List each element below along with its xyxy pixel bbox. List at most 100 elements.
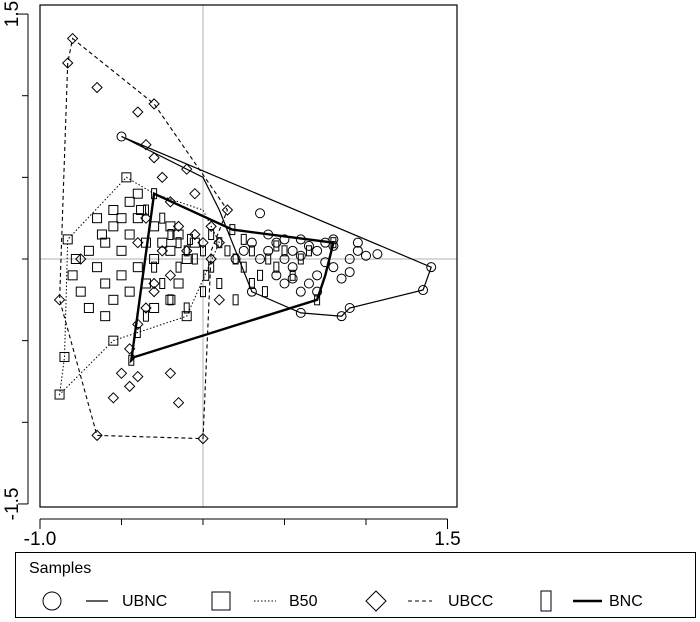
legend-item-ubcc: [365, 590, 432, 612]
point-ubnc: [279, 234, 290, 245]
hull-ubnc: [121, 135, 432, 317]
point-ubcc: [140, 138, 152, 151]
point-b50: [157, 237, 168, 248]
point-ubnc: [246, 237, 257, 248]
point-ubnc: [352, 237, 363, 248]
legend: Samples UBNC B50 UBCC BNC: [15, 552, 696, 618]
point-b50: [100, 237, 111, 248]
point-ubcc: [132, 370, 144, 383]
point-ubcc: [197, 432, 209, 445]
series-points: [53, 32, 437, 445]
series-ubcc: [53, 32, 234, 445]
legend-label-bnc: BNC: [609, 593, 643, 610]
point-ubnc: [320, 257, 331, 268]
hull-ubcc: [59, 37, 229, 440]
legend-symbols: [42, 590, 602, 612]
point-ubcc: [156, 245, 168, 257]
point-bnc: [186, 233, 193, 245]
point-ubcc: [91, 429, 103, 442]
point-bnc: [232, 294, 239, 306]
point-bnc: [200, 245, 206, 257]
axes: [18, 4, 458, 529]
point-b50: [108, 335, 119, 346]
point-b50: [100, 278, 111, 289]
point-b50: [149, 302, 160, 313]
legend-item-b50: [211, 591, 276, 611]
point-ubcc: [156, 171, 168, 184]
point-b50: [165, 221, 176, 232]
point-ubcc: [53, 294, 66, 306]
point-ubnc: [344, 267, 355, 278]
point-ubnc: [279, 278, 290, 289]
point-b50: [59, 351, 70, 362]
point-b50: [67, 270, 78, 281]
point-bnc: [216, 237, 223, 249]
point-ubnc: [279, 254, 290, 264]
point-ubcc: [221, 204, 234, 216]
point-bnc: [159, 277, 166, 289]
tick-labels: -1.0 1.5 1.5 -1.5: [2, 1, 461, 550]
point-ubnc: [255, 208, 266, 219]
point-b50: [136, 205, 147, 216]
point-ubnc: [263, 245, 274, 256]
point-b50: [149, 254, 160, 264]
point-ubcc: [189, 228, 201, 241]
point-b50: [132, 213, 143, 224]
point-ubcc: [197, 236, 209, 249]
point-ubcc: [148, 98, 160, 110]
point-b50: [75, 286, 86, 297]
point-bnc: [281, 245, 288, 257]
point-ubnc: [328, 234, 339, 245]
point-ubcc: [62, 57, 74, 69]
point-ubnc: [344, 254, 355, 264]
point-bnc: [183, 245, 190, 257]
legend-label-ubcc: UBCC: [448, 593, 494, 610]
point-bnc: [224, 245, 231, 257]
point-ubnc: [352, 245, 363, 256]
point-bnc: [297, 253, 304, 265]
point-ubcc: [164, 367, 177, 380]
point-bnc: [305, 245, 312, 257]
point-b50: [92, 262, 103, 273]
hull-b50: [58, 176, 220, 396]
legend-marker-ubnc: [42, 591, 62, 611]
x-tick-label: 1.5: [434, 529, 460, 550]
point-ubcc: [132, 236, 144, 249]
reference-lines: [40, 5, 457, 507]
x-tick-label: -1.0: [24, 529, 57, 550]
legend-label-ubnc: UBNC: [122, 593, 168, 610]
point-bnc: [175, 237, 182, 249]
point-ubnc: [303, 278, 314, 289]
point-bnc: [128, 354, 135, 366]
point-ubnc: [303, 240, 314, 251]
y-tick-label: 1.5: [2, 1, 23, 27]
point-ubcc: [164, 269, 177, 282]
point-ubnc: [116, 131, 127, 142]
point-ubnc: [361, 250, 371, 261]
legend-item-bnc: [540, 590, 602, 612]
legend-marker-bnc: [540, 590, 552, 612]
point-b50: [100, 311, 111, 322]
plot-frame: [39, 4, 458, 508]
point-ubnc: [295, 250, 306, 261]
point-ubcc: [148, 277, 160, 290]
point-bnc: [273, 240, 280, 252]
point-ubnc: [271, 237, 282, 248]
legend-item-ubnc: [42, 591, 108, 611]
point-b50: [140, 237, 151, 248]
legend-marker-ubcc: [365, 590, 387, 612]
point-ubnc: [418, 285, 429, 296]
point-b50: [132, 262, 143, 273]
point-ubnc: [312, 245, 323, 256]
point-b50: [92, 213, 103, 224]
point-ubcc: [91, 81, 103, 94]
point-ubcc: [205, 220, 217, 233]
point-bnc: [232, 253, 239, 265]
point-b50: [116, 245, 127, 256]
point-ubcc: [148, 285, 160, 298]
point-ubnc: [295, 234, 306, 245]
point-ubnc: [336, 273, 347, 284]
point-b50: [83, 302, 94, 313]
point-ubcc: [164, 196, 177, 208]
point-ubcc: [132, 318, 144, 331]
